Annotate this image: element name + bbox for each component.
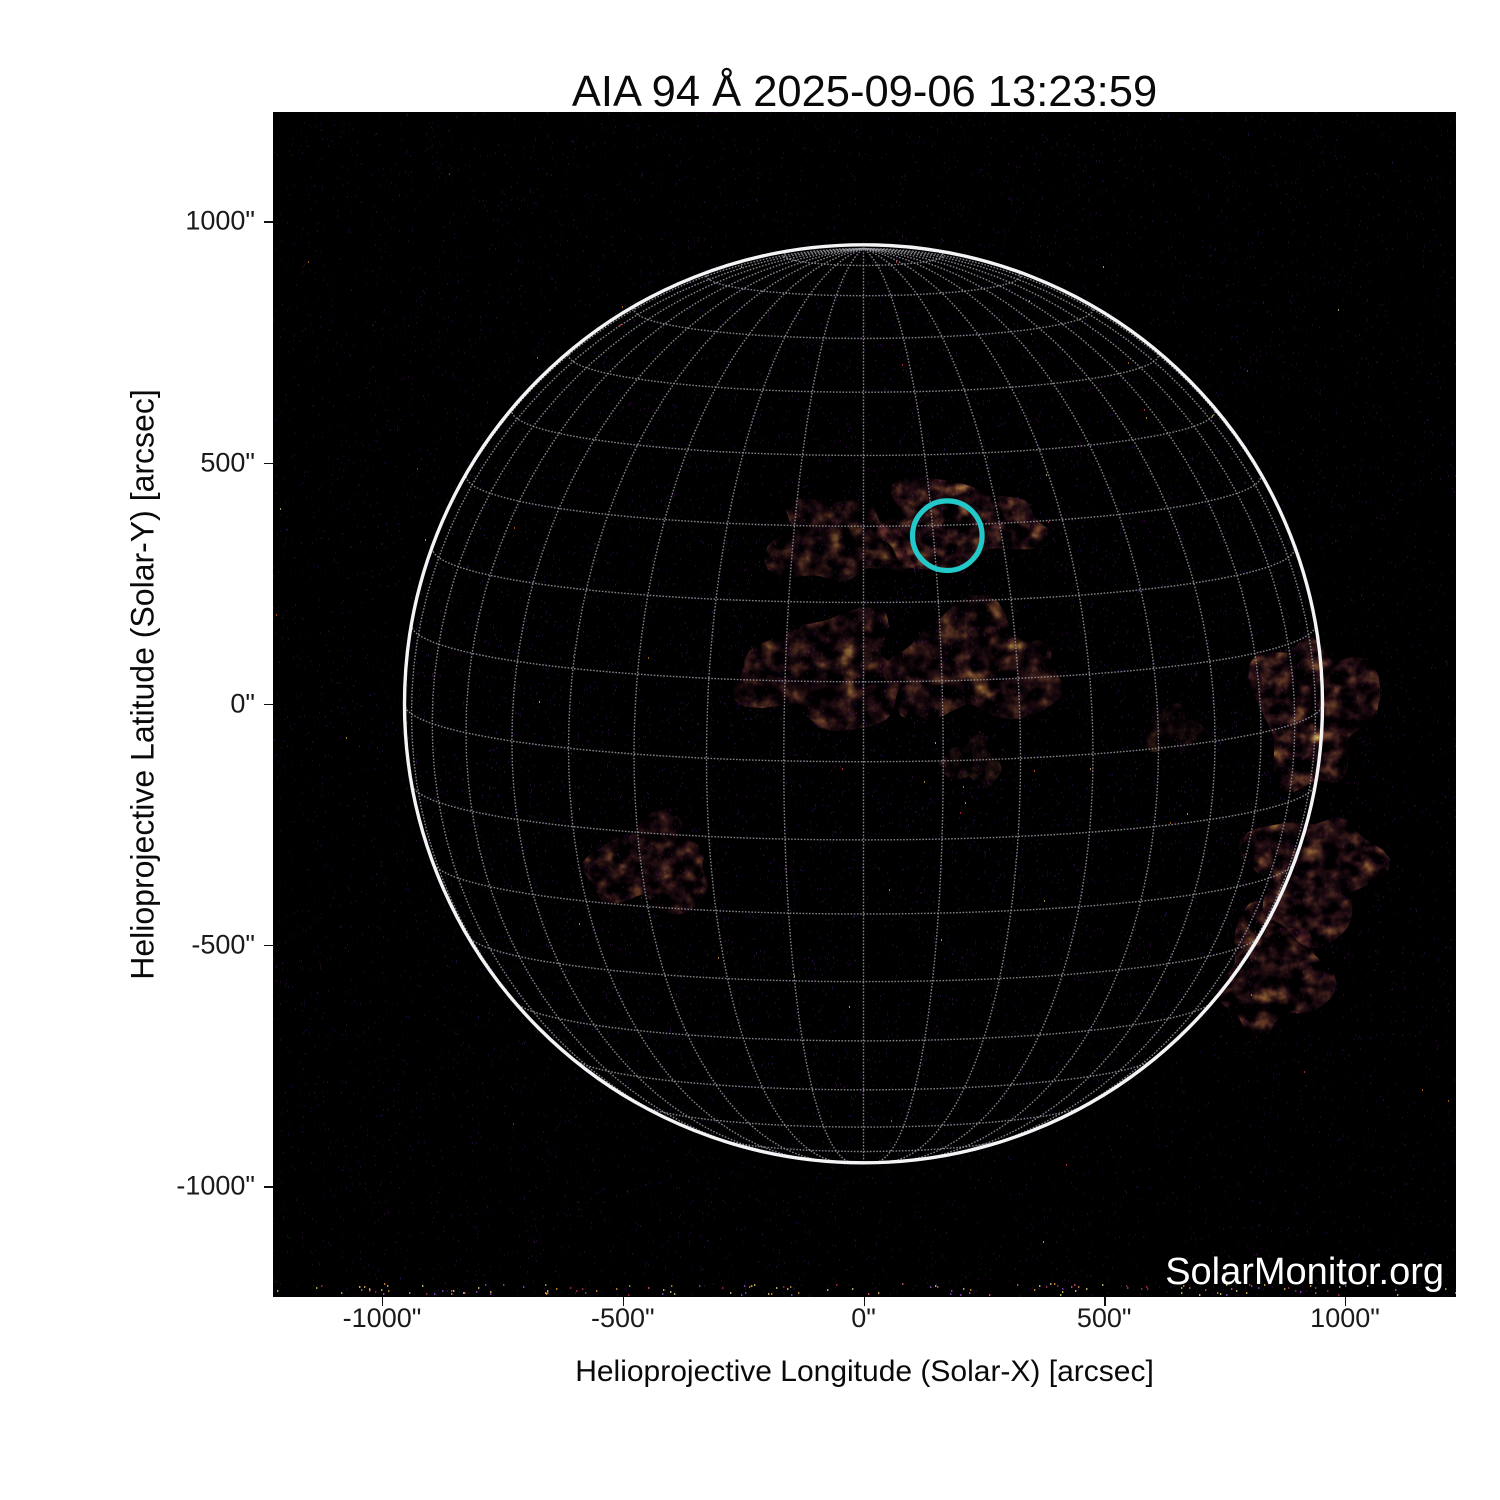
svg-text:SolarMonitor.org: SolarMonitor.org xyxy=(1165,1251,1444,1293)
